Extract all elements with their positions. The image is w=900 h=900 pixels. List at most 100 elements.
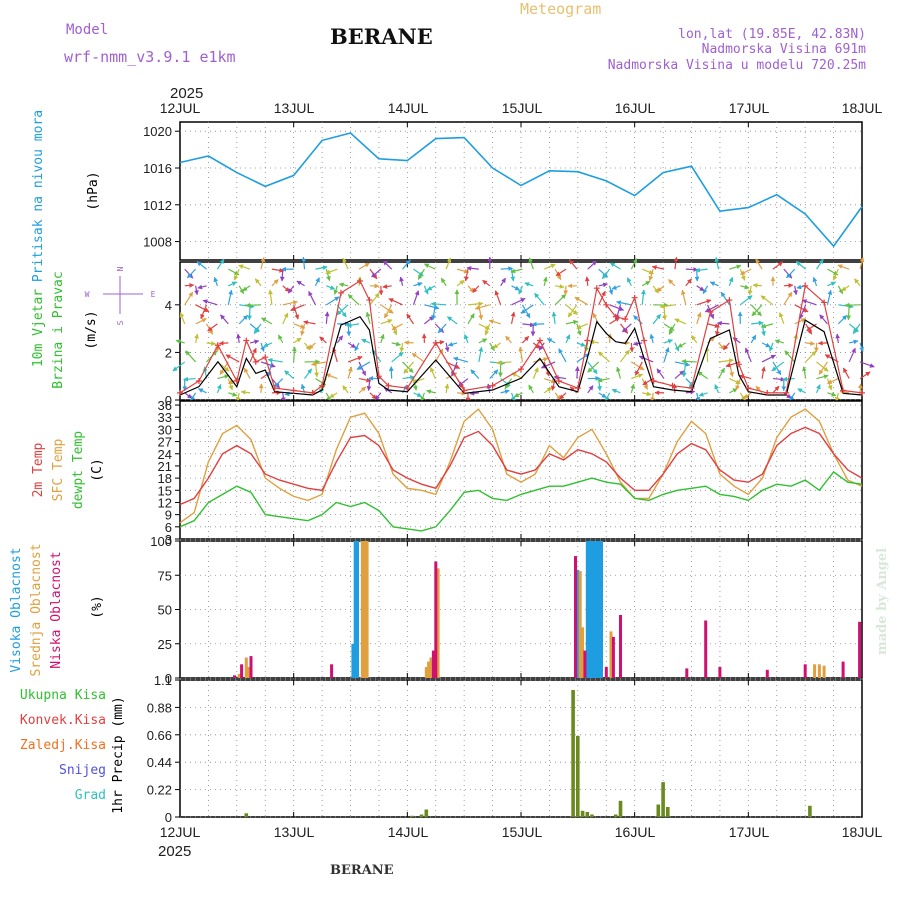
wind-arrow (760, 323, 774, 329)
wind-axis-label2: Brzina i Pravac (51, 271, 66, 388)
wind-arrow (365, 311, 371, 325)
wind-arrow (674, 318, 687, 325)
wind-arrow (326, 296, 340, 306)
low-cloud-bar (841, 661, 845, 678)
wind-arrow (817, 340, 828, 346)
wind-speed-marker (584, 337, 591, 344)
wind-arrow (369, 292, 380, 306)
wind-arrow (494, 290, 502, 306)
wind-arrow (347, 366, 353, 379)
wind-arrow (685, 278, 693, 287)
wind-arrow (447, 316, 458, 325)
wind-arrow (698, 392, 708, 397)
wind-arrow (747, 285, 753, 296)
wind-speed-marker (252, 358, 259, 365)
mid-cloud-bar (424, 667, 428, 678)
wind-arrow (832, 268, 839, 281)
wind-speed-marker (707, 308, 714, 315)
wind-arrow (227, 289, 233, 305)
high-cloud-bar (356, 541, 360, 678)
wind-arrow (388, 298, 403, 306)
wind-arrow (354, 342, 360, 352)
high-cloud-bar (353, 541, 357, 678)
wind-arrow (247, 304, 252, 321)
wind-arrow (500, 266, 514, 271)
wind-arrow (510, 311, 516, 324)
elevation-text: Nadmorska Visina 691m (702, 42, 867, 57)
wind-arrow (859, 257, 865, 270)
wind-arrow (388, 366, 394, 379)
wind-arrow (673, 256, 679, 270)
low-cloud-bar (765, 669, 769, 678)
wind-arrow (772, 261, 783, 270)
wind-arrow (521, 335, 530, 344)
wind-arrow (467, 313, 475, 325)
wind-arrow (542, 276, 548, 286)
station-footer: BERANE (330, 863, 394, 878)
wind-arrow (607, 333, 613, 343)
wind-arrow (361, 338, 371, 344)
top-day-labels: 12JUL 13JUL 14JUL 15JUL 16JUL 17JUL 18JU… (160, 100, 883, 116)
wind-arrow (709, 281, 719, 287)
wind-arrow (228, 392, 238, 397)
wind-arrow (546, 337, 556, 344)
wind-arrow (437, 323, 447, 334)
wind-arrow (184, 282, 195, 288)
wind-arrow (761, 366, 766, 379)
wind-speed-marker (177, 389, 183, 396)
wind-speed-marker (309, 389, 316, 396)
wind-arrow (271, 279, 279, 287)
wind-arrow (725, 361, 741, 368)
wind-arrow (324, 311, 330, 324)
wind-arrow (325, 373, 338, 380)
mid-cloud-bar (581, 627, 585, 678)
wind-arrow (216, 384, 222, 394)
wind-arrow (559, 392, 567, 400)
wind-arrow (642, 391, 652, 397)
wind-arrow (520, 304, 534, 314)
wind-arrow (290, 304, 305, 312)
wind-arrow (674, 342, 680, 352)
wind-arrow (544, 378, 557, 384)
wind-arrow (558, 348, 567, 363)
wind-arrow (837, 264, 850, 270)
wind-arrow (574, 296, 589, 306)
wind-speed-marker (536, 337, 543, 344)
wind-speed-marker (214, 342, 221, 349)
wind-arrow (194, 285, 199, 296)
wind-arrow (238, 314, 249, 325)
wind-arrow (567, 304, 578, 318)
wind-arrow (406, 313, 414, 325)
wind-arrow (218, 340, 229, 346)
wind-arrow (277, 334, 284, 344)
wind-arrow (336, 304, 349, 316)
wind-arrow (412, 290, 420, 306)
wind-speed-marker (764, 389, 771, 396)
wind-arrow (268, 289, 273, 305)
wind-arrow (631, 361, 645, 371)
wind-arrow (196, 261, 207, 270)
precip-bar (580, 810, 585, 817)
wind-arrow (249, 339, 260, 345)
wind-arrow (772, 361, 782, 376)
wind-arrow (282, 312, 289, 325)
wind-arrow (267, 357, 283, 363)
wind-arrow (510, 392, 516, 402)
wind-arrow (420, 392, 426, 402)
wind-arrow (555, 268, 567, 277)
wind-arrow (685, 267, 699, 272)
wind-arrow (423, 263, 436, 270)
low-cloud-bar (249, 656, 253, 678)
precip-ytick-label: 0.88 (147, 700, 172, 715)
wind-arrow (260, 342, 265, 352)
wind-arrow (444, 342, 450, 353)
wind-arrow (619, 349, 630, 363)
wind-arrow (240, 389, 251, 395)
wind-arrow (260, 257, 266, 270)
wind-gust-line (179, 280, 863, 394)
day-label: 16JUL (615, 824, 656, 840)
pressure-line (179, 132, 863, 248)
cloud-ytick-label: 50 (158, 603, 172, 618)
wind-arrow (656, 285, 665, 293)
